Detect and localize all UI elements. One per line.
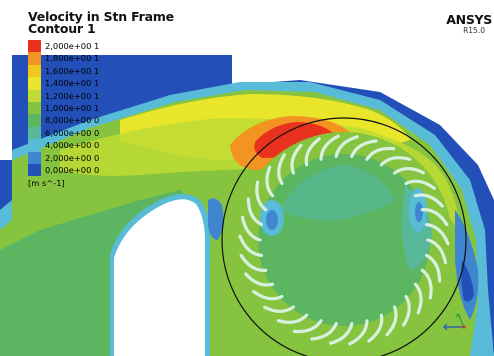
impeller-blade <box>310 322 338 341</box>
impeller-blade <box>240 215 262 242</box>
legend-swatch <box>28 114 41 127</box>
impeller-blade <box>292 319 323 334</box>
impeller-blue-eye-right-core <box>415 202 423 222</box>
contour-right-dark-patch <box>461 260 474 302</box>
impeller-blade <box>276 313 309 324</box>
legend-swatch <box>28 126 41 140</box>
impeller-teal-region <box>280 165 395 221</box>
legend-swatch <box>28 64 41 78</box>
legend-swatch <box>28 89 41 102</box>
legend-label: 0,000e+00 0 <box>45 164 100 175</box>
impeller-blade <box>239 253 268 272</box>
impeller-blue-eye-left-core <box>266 210 278 230</box>
plot-subtitle: Contour 1 <box>28 21 96 36</box>
legend-label: 1,400e+00 1 <box>45 78 100 89</box>
impeller-blade <box>238 234 263 257</box>
impeller-blade <box>265 165 275 198</box>
legend-label: 6,000e+00 0 <box>45 127 100 138</box>
impeller-blade <box>420 208 449 227</box>
impeller-blade <box>426 238 448 265</box>
plot-title: Velocity in Stn Frame <box>28 9 174 24</box>
impeller-blade <box>425 253 442 283</box>
impeller-blade <box>404 179 436 190</box>
legend-label: 1,800e+00 1 <box>45 53 100 64</box>
impeller-blade <box>277 153 286 185</box>
impeller-blade <box>385 305 398 337</box>
version-label: R15.0 <box>463 26 485 35</box>
impeller-blade <box>263 305 295 313</box>
impeller-blade <box>393 167 425 175</box>
impeller-blade <box>367 313 384 343</box>
axis-triad-icon <box>443 312 466 331</box>
impeller-blade <box>319 134 340 161</box>
impeller-blade <box>413 193 444 208</box>
impeller-blade <box>402 295 411 327</box>
legend-label: 8,000e+00 0 <box>45 115 100 126</box>
legend-label: 1,000e+00 1 <box>45 102 100 113</box>
impeller-blade <box>255 180 268 212</box>
legend-swatch <box>28 40 41 53</box>
impeller-blade <box>252 290 284 301</box>
impeller-blade <box>413 282 423 315</box>
impeller-blade <box>304 137 321 167</box>
legend-swatch <box>28 151 41 164</box>
legend-label: 1,600e+00 1 <box>45 65 100 76</box>
impeller-blade <box>329 322 354 345</box>
legend-swatch <box>28 139 41 152</box>
impeller-blade <box>290 143 303 175</box>
impeller-boundary-circle <box>221 117 467 356</box>
contour-inner-casing-wall <box>114 199 206 356</box>
impeller-blade <box>348 319 369 346</box>
legend-swatch <box>28 52 41 65</box>
impeller-blade <box>420 268 433 300</box>
impeller-blade <box>365 146 396 161</box>
legend-swatch <box>28 163 41 177</box>
legend-swatch <box>28 77 41 90</box>
legend-label: 2,000e+00 1 <box>45 41 100 51</box>
impeller-blade <box>350 139 378 158</box>
legend-label: 4,000e+00 0 <box>45 140 100 151</box>
impeller-blade <box>244 272 275 287</box>
impeller-blade <box>425 223 450 246</box>
impeller-blade <box>334 135 359 158</box>
impeller-blades <box>238 134 450 346</box>
contour-left-blue-patch <box>208 198 224 240</box>
ansys-logo-text: ANSYS <box>446 12 492 27</box>
legend-units: [m s^-1] <box>28 178 65 188</box>
impeller-blade <box>246 197 263 227</box>
legend-label: 2,000e+00 0 <box>45 152 100 163</box>
impeller <box>221 117 467 356</box>
impeller-blade <box>379 156 412 167</box>
legend-swatch <box>28 101 41 115</box>
legend-label: 1,200e+00 1 <box>45 90 100 101</box>
